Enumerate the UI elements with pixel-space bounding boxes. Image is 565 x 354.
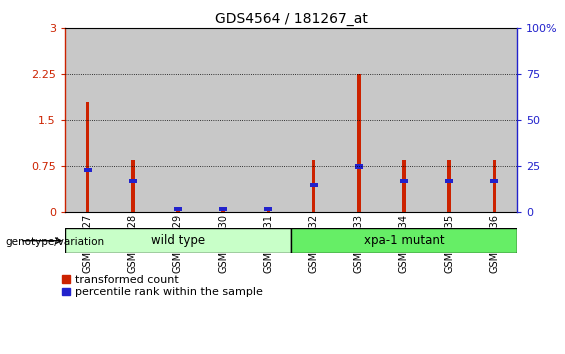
Bar bbox=[310, 183, 318, 187]
Bar bbox=[221, 211, 225, 212]
Bar bbox=[400, 179, 408, 183]
Bar bbox=[65, 28, 110, 212]
Text: wild type: wild type bbox=[151, 234, 205, 247]
Bar bbox=[176, 211, 180, 212]
Bar bbox=[86, 102, 89, 212]
Bar bbox=[131, 160, 134, 212]
Bar bbox=[357, 74, 360, 212]
Bar bbox=[490, 179, 498, 183]
Legend: transformed count, percentile rank within the sample: transformed count, percentile rank withi… bbox=[62, 275, 263, 297]
Bar bbox=[219, 207, 227, 211]
Bar bbox=[201, 28, 246, 212]
Bar bbox=[246, 28, 291, 212]
Bar bbox=[472, 28, 517, 212]
Title: GDS4564 / 181267_at: GDS4564 / 181267_at bbox=[215, 12, 367, 26]
Bar bbox=[291, 28, 336, 212]
Bar bbox=[65, 228, 291, 253]
Bar bbox=[447, 160, 451, 212]
Bar bbox=[402, 160, 406, 212]
Bar bbox=[267, 211, 270, 212]
Bar bbox=[129, 179, 137, 183]
Text: xpa-1 mutant: xpa-1 mutant bbox=[364, 234, 444, 247]
Text: genotype/variation: genotype/variation bbox=[6, 238, 105, 247]
Bar bbox=[155, 28, 201, 212]
Bar bbox=[445, 179, 453, 183]
Bar bbox=[493, 160, 496, 212]
Bar bbox=[355, 164, 363, 169]
Bar bbox=[174, 207, 182, 211]
Bar bbox=[312, 160, 315, 212]
Bar bbox=[264, 207, 272, 211]
Bar bbox=[84, 168, 92, 172]
Bar bbox=[381, 28, 427, 212]
Bar bbox=[291, 228, 517, 253]
Bar bbox=[336, 28, 381, 212]
Bar bbox=[110, 28, 155, 212]
Bar bbox=[427, 28, 472, 212]
